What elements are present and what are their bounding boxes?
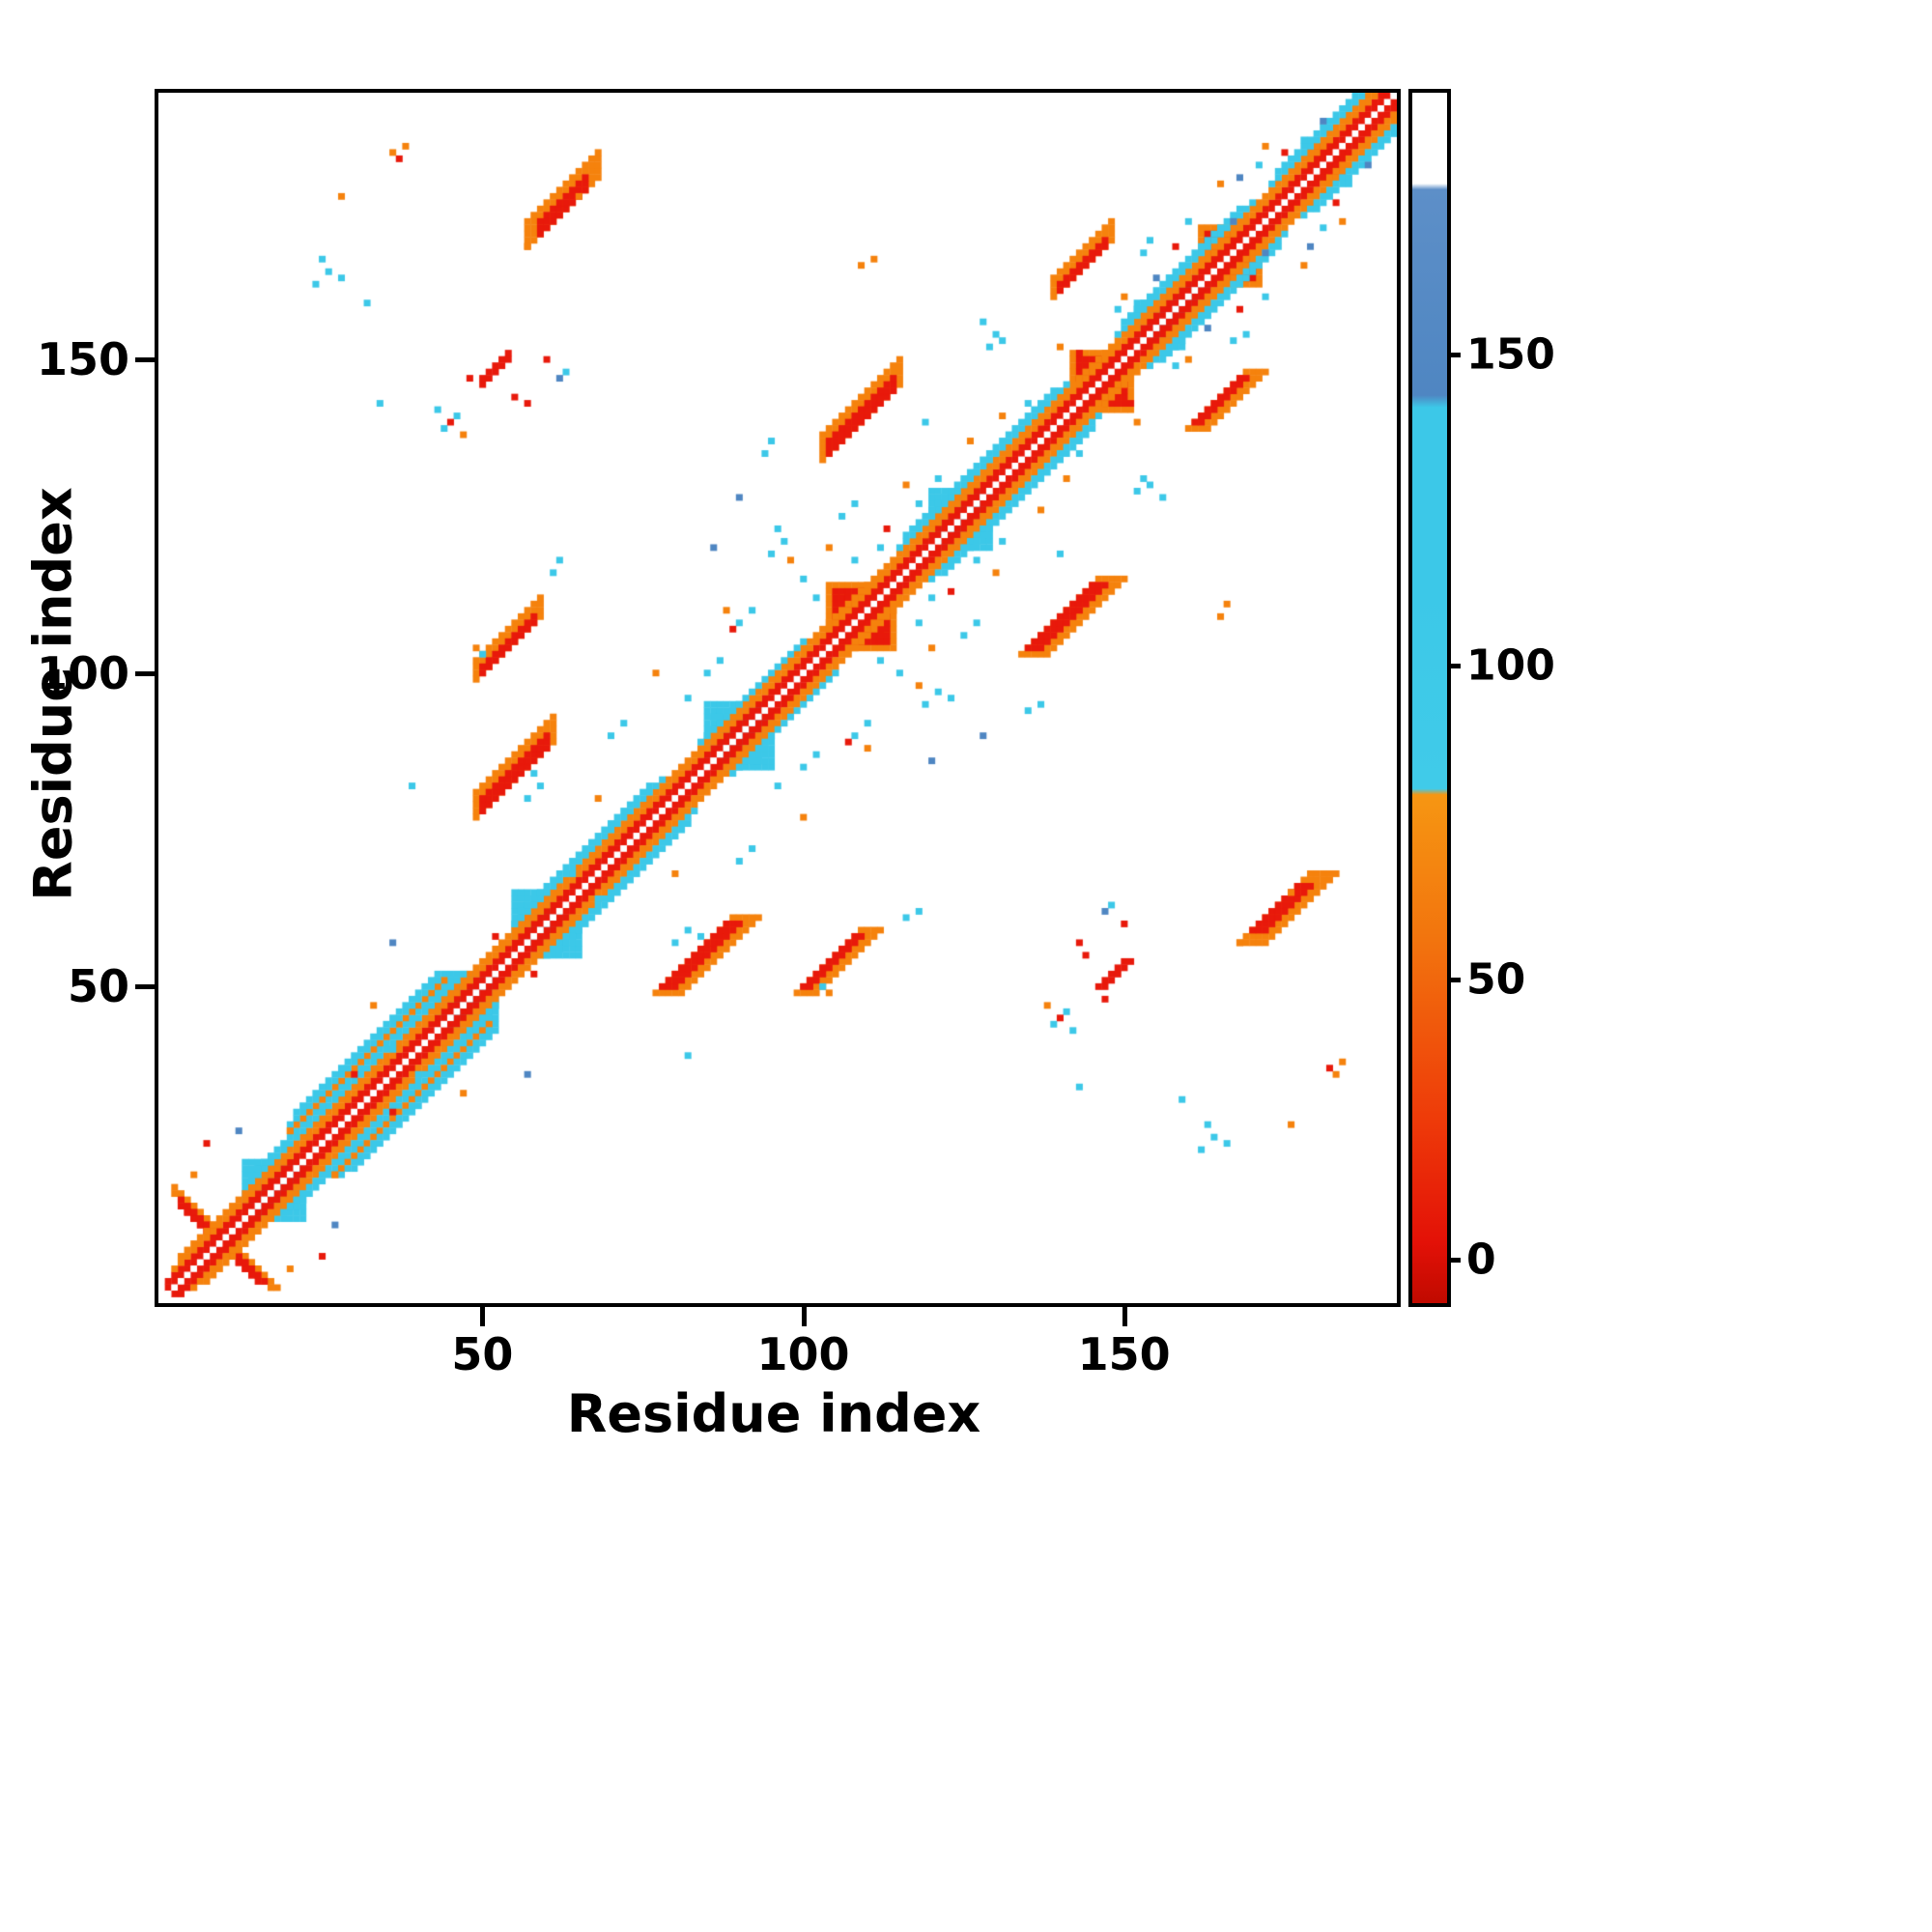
colorbar-tick-label: 0: [1466, 1235, 1496, 1285]
y-tick-label: 50: [67, 960, 129, 1013]
colorbar-tick-label: 100: [1466, 640, 1555, 691]
colorbar-tick-mark: [1447, 978, 1461, 983]
y-tick-mark: [135, 356, 155, 362]
y-tick-mark: [135, 984, 155, 990]
x-tick-mark: [480, 1307, 486, 1326]
contact-map-canvas: [158, 93, 1397, 1303]
plot-area: [155, 89, 1401, 1307]
colorbar-tick-label: 50: [1466, 954, 1526, 1005]
colorbar-tick-mark: [1447, 1257, 1461, 1263]
x-tick-mark: [801, 1307, 807, 1326]
y-tick-label: 100: [36, 646, 129, 699]
y-tick-mark: [135, 670, 155, 676]
colorbar-tick-mark: [1447, 352, 1461, 357]
colorbar-gradient: [1412, 93, 1447, 1303]
x-tick-label: 150: [1077, 1328, 1171, 1380]
colorbar-tick-label: 150: [1466, 329, 1555, 380]
colorbar-tick-mark: [1447, 663, 1461, 668]
x-axis-label: Residue index: [566, 1383, 981, 1444]
x-tick-label: 50: [451, 1328, 514, 1380]
colorbar: [1408, 89, 1451, 1307]
y-tick-label: 150: [36, 332, 129, 385]
x-tick-mark: [1122, 1307, 1127, 1326]
x-tick-label: 100: [756, 1328, 850, 1380]
